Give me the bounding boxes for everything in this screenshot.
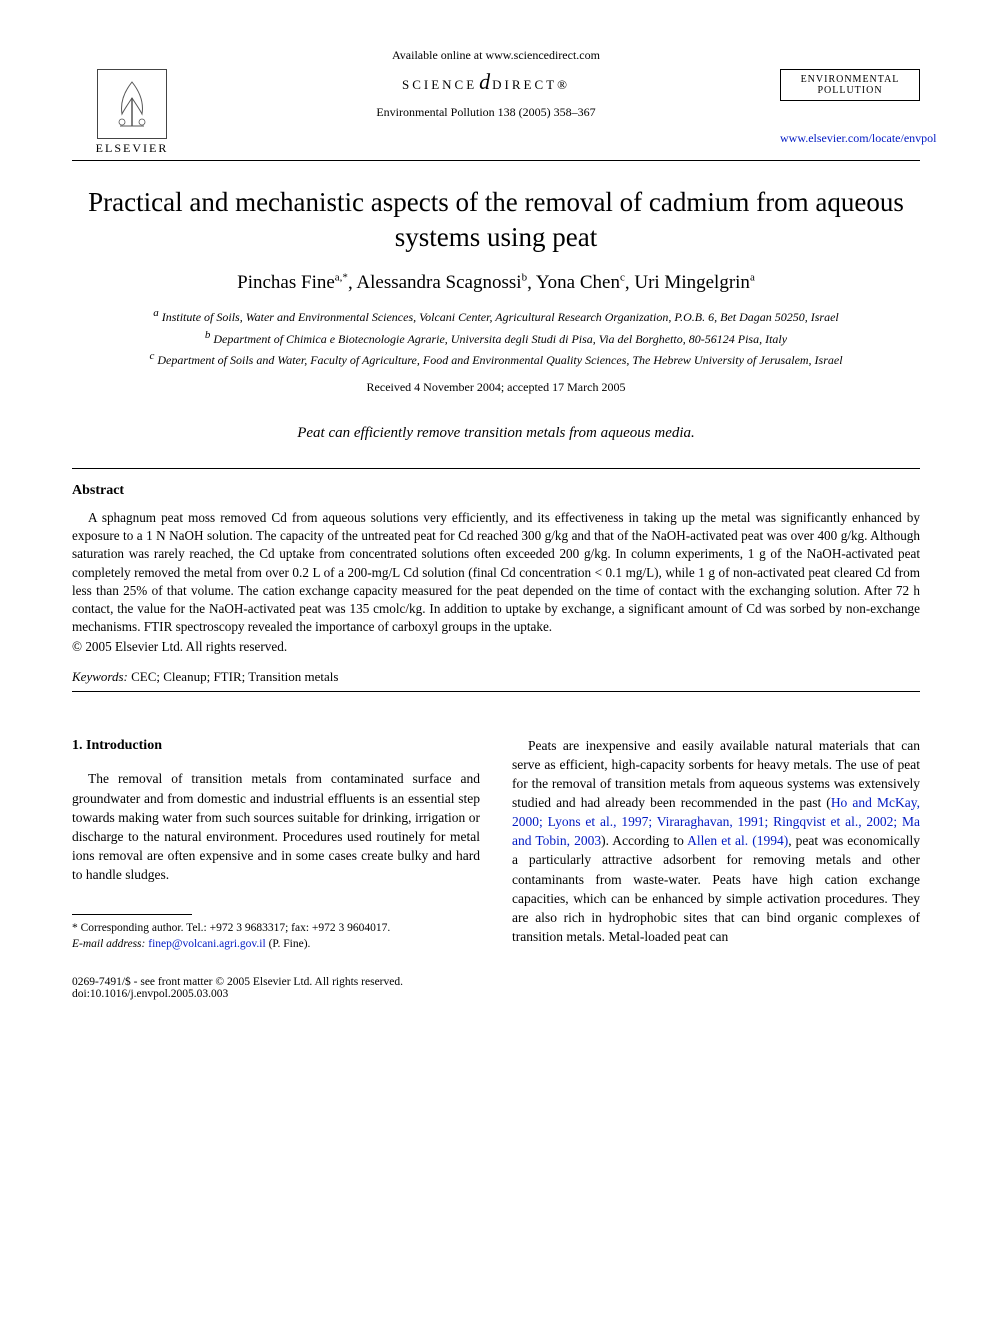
affiliation-c: c Department of Soils and Water, Faculty… <box>72 349 920 368</box>
citation-link[interactable]: Allen et al. (1994) <box>687 833 788 848</box>
corresponding-author-footnote: * Corresponding author. Tel.: +972 3 968… <box>72 921 480 937</box>
affil-text: Institute of Soils, Water and Environmen… <box>162 310 839 324</box>
email-footnote: E-mail address: finep@volcani.agri.gov.i… <box>72 937 480 953</box>
keywords-line: Keywords: CEC; Cleanup; FTIR; Transition… <box>72 669 920 685</box>
author-mark: b <box>522 272 528 284</box>
available-online-line: Available online at www.sciencedirect.co… <box>72 48 920 63</box>
author: Yona Chenc <box>536 272 625 293</box>
article-title: Practical and mechanistic aspects of the… <box>72 185 920 254</box>
at-d-icon: d <box>479 69 490 94</box>
affil-text: Department of Chimica e Biotecnologie Ag… <box>213 332 787 346</box>
abstract-top-rule <box>72 468 920 469</box>
author: Alessandra Scagnossib <box>356 272 527 293</box>
header-center: SCIENCEdDIRECT® Environmental Pollution … <box>192 69 780 120</box>
affil-text: Department of Soils and Water, Faculty o… <box>157 353 842 367</box>
keywords-text: CEC; Cleanup; FTIR; Transition metals <box>128 669 339 684</box>
section-heading-intro: 1. Introduction <box>72 736 480 756</box>
intro-para-1: The removal of transition metals from co… <box>72 769 480 884</box>
elsevier-wordmark: ELSEVIER <box>96 141 169 156</box>
author-name: Alessandra Scagnossi <box>356 272 521 293</box>
affiliation-a: a Institute of Soils, Water and Environm… <box>72 306 920 325</box>
email-label: E-mail address: <box>72 938 145 950</box>
journal-homepage-link[interactable]: www.elsevier.com/locate/envpol <box>780 131 937 145</box>
header-row: ELSEVIER SCIENCEdDIRECT® Environmental P… <box>72 69 920 156</box>
header-rule <box>72 160 920 161</box>
para-text-mid: ). According to <box>601 833 687 848</box>
footnote-rule <box>72 914 192 915</box>
right-column: Peats are inexpensive and easily availab… <box>512 736 920 953</box>
email-tail: (P. Fine). <box>266 938 311 950</box>
journal-citation: Environmental Pollution 138 (2005) 358–3… <box>192 105 780 120</box>
author-name: Yona Chen <box>536 272 620 293</box>
scidirect-left: SCIENCE <box>402 77 477 92</box>
keywords-label: Keywords: <box>72 669 128 684</box>
author-mark: a <box>750 272 755 284</box>
author-email-link[interactable]: finep@volcani.agri.gov.il <box>148 938 265 950</box>
article-dates: Received 4 November 2004; accepted 17 Ma… <box>72 380 920 395</box>
header-right: ENVIRONMENTAL POLLUTION www.elsevier.com… <box>780 69 920 147</box>
left-column: 1. Introduction The removal of transitio… <box>72 736 480 953</box>
abstract-body: A sphagnum peat moss removed Cd from aqu… <box>72 510 920 634</box>
author: Pinchas Finea,* <box>237 272 348 293</box>
elsevier-logo-block: ELSEVIER <box>72 69 192 156</box>
author-list: Pinchas Finea,*, Alessandra Scagnossib, … <box>72 272 920 294</box>
abstract-bottom-rule <box>72 691 920 692</box>
issn-line: 0269-7491/$ - see front matter © 2005 El… <box>72 976 403 988</box>
highlight-statement: Peat can efficiently remove transition m… <box>72 425 920 442</box>
author-mark: c <box>620 272 625 284</box>
affiliation-b: b Department of Chimica e Biotecnologie … <box>72 328 920 347</box>
doi-line: doi:10.1016/j.envpol.2005.03.003 <box>72 988 403 1000</box>
para-text-tail: , peat was economically a particularly a… <box>512 833 920 944</box>
scidirect-right: DIRECT® <box>492 77 570 92</box>
copyright-line: © 2005 Elsevier Ltd. All rights reserved… <box>72 639 920 655</box>
two-column-body: 1. Introduction The removal of transitio… <box>72 736 920 953</box>
author-name: Pinchas Fine <box>237 272 335 293</box>
footer-left: 0269-7491/$ - see front matter © 2005 El… <box>72 976 403 1000</box>
page-footer: 0269-7491/$ - see front matter © 2005 El… <box>72 976 920 1000</box>
sciencedirect-logo: SCIENCEdDIRECT® <box>192 69 780 95</box>
author: Uri Mingelgrina <box>634 272 754 293</box>
author-mark: a,* <box>335 272 348 284</box>
elsevier-tree-icon <box>97 69 167 139</box>
journal-title-box: ENVIRONMENTAL POLLUTION <box>780 69 920 101</box>
author-name: Uri Mingelgrin <box>634 272 750 293</box>
intro-para-2: Peats are inexpensive and easily availab… <box>512 736 920 947</box>
abstract-text: A sphagnum peat moss removed Cd from aqu… <box>72 509 920 637</box>
abstract-heading: Abstract <box>72 483 920 499</box>
